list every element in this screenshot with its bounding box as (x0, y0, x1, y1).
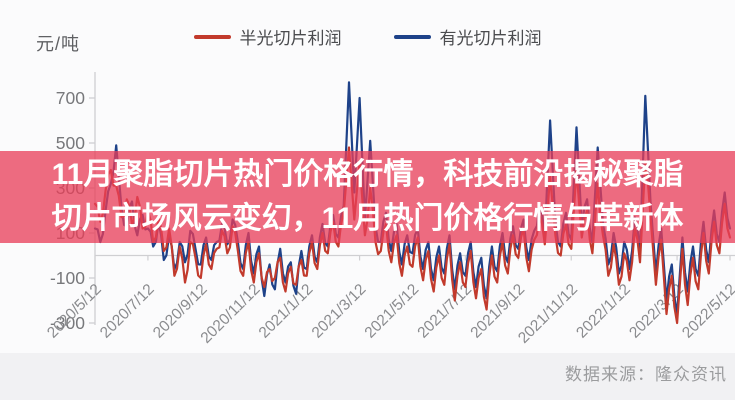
footer-strip (0, 353, 735, 400)
legend-label: 半光切片利润 (239, 29, 342, 48)
legend-item-bright-chip-profit: 有光切片利润 (393, 24, 542, 49)
chart-legend: 半光切片利润 有光切片利润 (0, 24, 735, 49)
svg-text:-100: -100 (50, 268, 85, 288)
svg-text:2022/1/12: 2022/1/12 (573, 281, 634, 342)
svg-text:2020/7/12: 2020/7/12 (97, 281, 158, 342)
data-source-label: 数据来源：隆众资讯 (565, 365, 727, 384)
svg-text:2021/7/12: 2021/7/12 (414, 281, 475, 342)
svg-text:2021/5/12: 2021/5/12 (362, 281, 423, 342)
legend-line-swatch-red (193, 34, 231, 39)
y-axis-unit-label: 元/吨 (36, 34, 81, 54)
banner-title-line-1: 11月聚脂切片热门价格行情，科技前沿揭秘聚脂 (51, 158, 684, 191)
legend-item-semi-dull-chip-profit: 半光切片利润 (193, 24, 342, 49)
legend-label: 有光切片利润 (439, 29, 542, 48)
legend-line-swatch-blue (393, 34, 431, 39)
svg-text:500: 500 (56, 133, 85, 153)
banner-title-line-2: 切片市场风云变幻，11月热门价格行情与革新体 (51, 202, 684, 235)
svg-text:700: 700 (56, 88, 85, 108)
title-overlay-banner: 11月聚脂切片热门价格行情，科技前沿揭秘聚脂 切片市场风云变幻，11月热门价格行… (0, 151, 735, 243)
svg-text:2021/3/12: 2021/3/12 (309, 281, 370, 342)
svg-text:-300: -300 (50, 313, 85, 333)
